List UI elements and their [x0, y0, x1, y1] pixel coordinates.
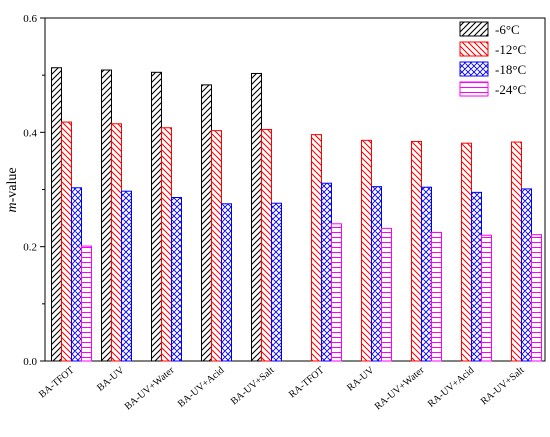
bar-ra-uv-acid-series-1	[461, 142, 472, 362]
bar-ba-uv-acid-series-0	[201, 84, 212, 362]
x-category-label: BA-UV+Acid	[176, 365, 227, 410]
legend-swatch	[459, 41, 489, 57]
bar-ra-uv-salt-series-2	[521, 188, 532, 362]
legend-swatch	[459, 81, 489, 97]
bar-ba-tfot-series-3	[81, 245, 92, 362]
x-category-label: BA-UV+Salt	[229, 365, 277, 408]
bars	[51, 67, 542, 362]
x-category-label: RA-UV	[345, 364, 377, 393]
x-category-label: RA-TFOT	[287, 365, 326, 401]
bar-ba-tfot-series-2	[71, 187, 82, 362]
bar-ba-uv-water-series-0	[151, 71, 162, 362]
bar-ba-tfot-series-0	[51, 67, 62, 362]
y-axis-title: m-value	[5, 167, 20, 212]
legend-swatch	[459, 21, 489, 37]
bar-ra-uv-series-3	[381, 227, 392, 362]
legend-label: -12°C	[495, 42, 526, 57]
bar-ba-uv-salt-series-0	[251, 72, 262, 362]
bar-ra-tfot-series-3	[331, 223, 342, 362]
y-axis-title-italic: m	[5, 202, 20, 212]
bar-ra-uv-water-series-1	[411, 140, 422, 362]
bar-ra-uv-acid-series-2	[471, 191, 482, 362]
y-tick-label: 0.4	[23, 127, 37, 139]
legend-label: -6°C	[495, 22, 520, 37]
y-tick-label: 0.0	[23, 356, 37, 368]
bar-ra-uv-acid-series-3	[481, 234, 492, 362]
bar-ba-uv-acid-series-2	[221, 203, 232, 362]
x-category-label: RA-UV+Water	[373, 364, 427, 412]
legend-swatch	[459, 61, 489, 77]
x-category-label: BA-UV+Water	[123, 364, 177, 412]
bar-ba-uv-series-0	[101, 69, 112, 362]
x-category-label: BA-UV	[95, 364, 127, 393]
bar-ba-tfot-series-1	[61, 121, 72, 362]
bar-ra-uv-series-1	[361, 139, 372, 362]
legend: -6°C -12°C -18°C -24°C	[459, 21, 526, 97]
x-category-label: BA-TFOT	[37, 365, 76, 401]
legend-label: -24°C	[495, 82, 526, 97]
bar-ra-uv-series-2	[371, 186, 382, 362]
bar-ra-tfot-series-2	[321, 182, 332, 362]
bar-ra-uv-salt-series-3	[531, 234, 542, 362]
bar-ba-uv-salt-series-2	[271, 202, 282, 362]
bar-ra-uv-salt-series-1	[511, 141, 522, 362]
y-axis-title-rest: -value	[5, 167, 20, 202]
x-category-label: RA-UV+Salt	[479, 365, 527, 408]
bar-ba-uv-acid-series-1	[211, 130, 222, 362]
bar-ra-uv-water-series-2	[421, 186, 432, 362]
y-axis: 0.0 0.2 0.4 0.6	[23, 13, 45, 368]
legend-label: -18°C	[495, 62, 526, 77]
x-category-label: RA-UV+Acid	[426, 365, 477, 410]
bar-ba-uv-water-series-1	[161, 127, 172, 362]
bar-ba-uv-salt-series-1	[261, 128, 272, 362]
bar-ra-tfot-series-1	[311, 134, 322, 362]
bar-ba-uv-series-1	[111, 123, 122, 362]
bar-ba-uv-series-2	[121, 190, 132, 362]
y-tick-label: 0.6	[23, 13, 37, 25]
y-tick-label: 0.2	[23, 242, 37, 254]
bar-ba-uv-water-series-2	[171, 197, 182, 362]
bar-ra-uv-water-series-3	[431, 231, 442, 362]
